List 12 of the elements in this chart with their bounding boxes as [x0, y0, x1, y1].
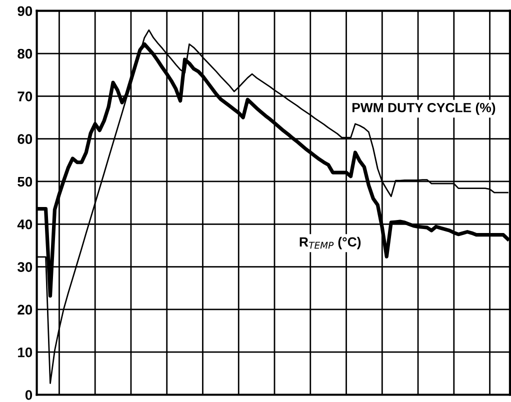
series-label: R$_{TEMP}$ (°C) [300, 236, 361, 250]
y-tick-label: 10 [18, 347, 32, 358]
y-tick-label: 60 [18, 134, 32, 144]
y-tick-label: 90 [18, 6, 32, 16]
y-tick-label: 30 [17, 262, 32, 272]
series-label: PWM DUTY CYCLE (%) [352, 102, 496, 115]
y-tick-label: 20 [18, 304, 32, 315]
y-tick-label: 80 [18, 48, 32, 59]
y-tick-label: 70 [18, 92, 32, 102]
y-tick-label: 50 [18, 176, 32, 187]
y-tick-label: 40 [17, 219, 32, 230]
y-tick-label: 0 [25, 390, 32, 400]
